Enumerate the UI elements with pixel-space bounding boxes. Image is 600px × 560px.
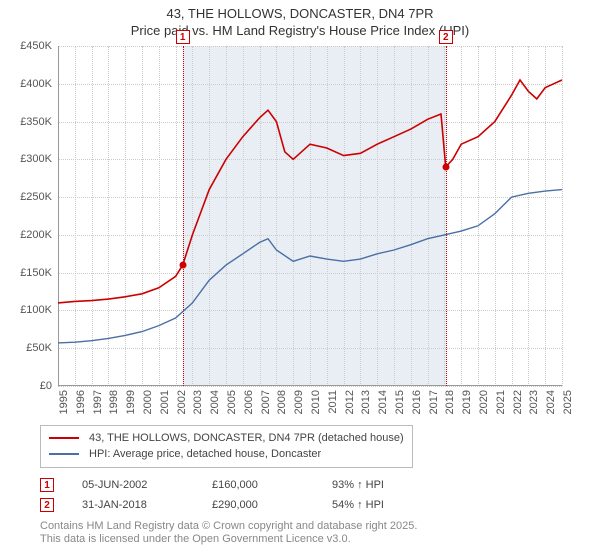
x-tick-label: 1998 xyxy=(108,390,120,414)
chart-title: 43, THE HOLLOWS, DONCASTER, DN4 7PR xyxy=(0,6,600,23)
x-tick-label: 2004 xyxy=(209,390,221,414)
sale-price: £290,000 xyxy=(212,499,312,511)
sale-events: 1 05-JUN-2002 £160,000 93% ↑ HPI 2 31-JAN-201… xyxy=(40,478,562,512)
y-tick-label: £100K xyxy=(20,304,52,316)
x-tick-label: 2009 xyxy=(293,390,305,414)
x-tick-label: 2015 xyxy=(394,390,406,414)
chart-lines xyxy=(58,46,562,386)
sale-badge: 1 xyxy=(40,478,54,492)
legend-item-hpi: HPI: Average price, detached house, Donc… xyxy=(49,446,404,462)
y-tick-label: £0 xyxy=(40,380,52,392)
x-tick-label: 2022 xyxy=(512,390,524,414)
x-tick-label: 2001 xyxy=(159,390,171,414)
y-tick-label: £150K xyxy=(20,267,52,279)
x-tick-label: 2008 xyxy=(276,390,288,414)
x-tick-label: 2012 xyxy=(344,390,356,414)
y-tick-label: £50K xyxy=(26,342,52,354)
x-tick-label: 2014 xyxy=(377,390,389,414)
x-tick-label: 2011 xyxy=(327,390,339,414)
legend-label-property: 43, THE HOLLOWS, DONCASTER, DN4 7PR (det… xyxy=(89,432,404,444)
y-tick-label: £250K xyxy=(20,191,52,203)
y-tick-label: £400K xyxy=(20,78,52,90)
x-tick-label: 2002 xyxy=(176,390,188,414)
gridline-h xyxy=(58,386,562,387)
legend-swatch-hpi xyxy=(49,453,79,455)
x-tick-label: 1995 xyxy=(58,390,70,414)
x-tick-label: 2018 xyxy=(444,390,456,414)
event-marker-badge: 2 xyxy=(439,30,453,44)
chart-titles: 43, THE HOLLOWS, DONCASTER, DN4 7PR Pric… xyxy=(0,0,600,40)
legend-item-property: 43, THE HOLLOWS, DONCASTER, DN4 7PR (det… xyxy=(49,430,404,446)
x-tick-label: 2013 xyxy=(360,390,372,414)
x-tick-label: 2020 xyxy=(478,390,490,414)
sale-date: 31-JAN-2018 xyxy=(82,499,192,511)
x-tick-label: 2017 xyxy=(428,390,440,414)
gridline-v xyxy=(562,46,563,386)
licence: This data is licensed under the Open Gov… xyxy=(40,533,562,546)
x-tick-label: 2005 xyxy=(226,390,238,414)
sale-delta: 54% ↑ HPI xyxy=(332,499,512,511)
sale-delta: 93% ↑ HPI xyxy=(332,479,512,491)
event-marker-badge: 1 xyxy=(176,30,190,44)
x-tick-label: 2025 xyxy=(562,390,574,414)
legend-label-hpi: HPI: Average price, detached house, Donc… xyxy=(89,448,321,460)
y-tick-label: £450K xyxy=(20,40,52,52)
x-tick-label: 2021 xyxy=(495,390,507,414)
x-tick-label: 2000 xyxy=(142,390,154,414)
legend: 43, THE HOLLOWS, DONCASTER, DN4 7PR (det… xyxy=(40,425,413,468)
x-tick-label: 2006 xyxy=(243,390,255,414)
x-tick-label: 2019 xyxy=(461,390,473,414)
x-tick-label: 1996 xyxy=(75,390,87,414)
attribution: Contains HM Land Registry data © Crown c… xyxy=(40,520,562,533)
y-tick-label: £350K xyxy=(20,116,52,128)
x-tick-label: 2010 xyxy=(310,390,322,414)
x-tick-label: 1999 xyxy=(125,390,137,414)
x-tick-label: 1997 xyxy=(92,390,104,414)
x-tick-label: 2024 xyxy=(545,390,557,414)
legend-swatch-property xyxy=(49,437,79,439)
sale-price: £160,000 xyxy=(212,479,312,491)
series-property xyxy=(58,80,562,303)
chart-subtitle: Price paid vs. HM Land Registry's House … xyxy=(0,23,600,40)
y-tick-label: £200K xyxy=(20,229,52,241)
sale-date: 05-JUN-2002 xyxy=(82,479,192,491)
series-hpi xyxy=(58,190,562,343)
y-tick-label: £300K xyxy=(20,153,52,165)
chart-plot-area: £0£50K£100K£150K£200K£250K£300K£350K£400… xyxy=(58,46,562,386)
x-tick-label: 2007 xyxy=(260,390,272,414)
x-tick-label: 2016 xyxy=(411,390,423,414)
x-tick-label: 2023 xyxy=(528,390,540,414)
x-tick-label: 2003 xyxy=(192,390,204,414)
sale-badge: 2 xyxy=(40,498,54,512)
